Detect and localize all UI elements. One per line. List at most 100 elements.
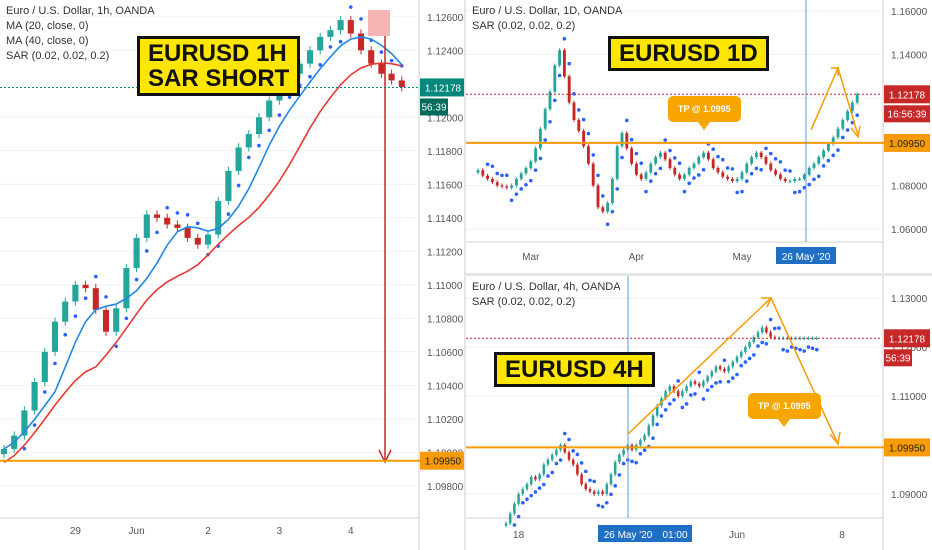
sar-dot [731,376,735,380]
date-marker-text: 26 May '20 [604,530,653,541]
sar-dot [524,183,528,187]
candle-body [672,386,676,392]
sar-dot [735,372,739,377]
candle-body [625,133,629,149]
candle-body [765,327,768,333]
candle-body [678,174,682,179]
sar-dot [596,173,600,178]
x-tick-label: 4 [348,526,354,537]
y-tick-label: 1.11400 [427,214,463,225]
date-marker-tag [776,247,836,264]
chart-1h-svg[interactable]: 1.126001.124001.122001.120001.118001.116… [0,0,466,550]
candle-body [759,152,763,158]
candle-body [639,440,642,445]
candle-body [481,170,485,176]
candle-body [255,117,263,135]
sar-dot [802,349,806,353]
candle-body [102,309,110,332]
candle-body [21,410,28,436]
sar-dot [500,173,504,178]
candle-body [639,174,643,179]
sar-dot [308,74,312,79]
sar-dot [581,117,586,122]
candle-body [815,338,819,340]
candle-body [572,102,576,120]
sar-dot [797,189,802,194]
sar-dot [745,179,749,183]
candle-body [841,120,845,129]
candle-body [123,268,130,309]
candle-body [783,178,787,182]
countdown-tag [884,105,930,123]
candle-body [778,174,782,179]
legend-sar: SAR (0.02, 0.02, 0.2) [6,50,110,62]
candle-body [337,20,344,31]
sar-dot [651,436,655,440]
candle-body [553,65,557,92]
sar-dot [726,379,731,384]
sar-dot [577,108,581,112]
y-tick-label: 1.11000 [427,281,463,292]
candle-body [542,464,546,475]
legend-symbol: Euro / U.S. Dollar, 1h, OANDA [6,5,155,17]
y-tick-label: 1.10600 [427,348,464,359]
candle-body [82,284,89,289]
sar-dot [655,422,659,427]
candle-body [697,157,701,164]
sar-dot [567,437,571,442]
candle-body [748,342,751,348]
sar-dot [752,353,756,357]
sar-dot [533,168,538,172]
sar-dot [663,138,667,142]
sar-dot [620,155,624,160]
sar-dot [806,345,811,349]
legend-sar: SAR (0.02, 0.02, 0.2) [472,296,576,308]
candle-body [668,159,672,168]
candle-body [609,474,613,485]
candle-body [521,489,525,494]
candle-body [606,202,610,212]
projection-arrow [810,65,859,136]
candle-body [764,157,768,164]
sar-dot [642,448,647,453]
chart-4h-panel[interactable]: 1.130001.120001.110001.100001.0900018Jun… [466,276,932,550]
sar-dot [495,171,499,176]
sar-dot [701,397,706,401]
price-tag-text: 1.12178 [425,83,462,94]
sar-dot [196,221,200,226]
countdown-text: 16:56:39 [888,109,927,120]
sar-dot [529,178,533,183]
y-tick-label: 1.14000 [891,51,928,62]
candle-body [215,201,222,235]
sar-dot [676,379,680,383]
sar-dot [802,185,807,190]
sar-dot [684,402,689,406]
y-tick-label: 1.10400 [427,381,464,392]
candle-body [563,444,567,453]
candle-body [555,449,558,455]
sar-dot [841,135,845,140]
sar-dot [553,98,557,103]
candle-body [855,94,859,103]
candle-body [514,178,518,186]
candle-body [706,152,710,160]
sar-dot [634,460,638,465]
candle-body [718,366,722,370]
sar-dot [134,277,139,282]
y-tick-label: 1.08000 [891,181,928,192]
candle-body [546,459,550,465]
countdown-tag [884,349,912,367]
sar-dot [680,405,685,410]
x-tick-label: Mar [522,252,540,263]
sar-dot [810,346,815,351]
chart-1h-panel[interactable]: 1.126001.124001.122001.120001.118001.116… [0,0,466,550]
sar-dot [236,183,241,188]
chart-1d-panel[interactable]: 1.160001.140001.120001.100001.080001.060… [466,0,932,273]
sar-dot [83,296,88,301]
candle-body [500,185,504,187]
chart-4h-svg[interactable]: 1.130001.120001.110001.100001.0900018Jun… [466,276,932,550]
sar-dot [175,211,180,215]
candle-body [524,168,528,174]
chart-1d-svg[interactable]: 1.160001.140001.120001.100001.080001.060… [466,0,932,273]
sar-dot [529,493,533,498]
